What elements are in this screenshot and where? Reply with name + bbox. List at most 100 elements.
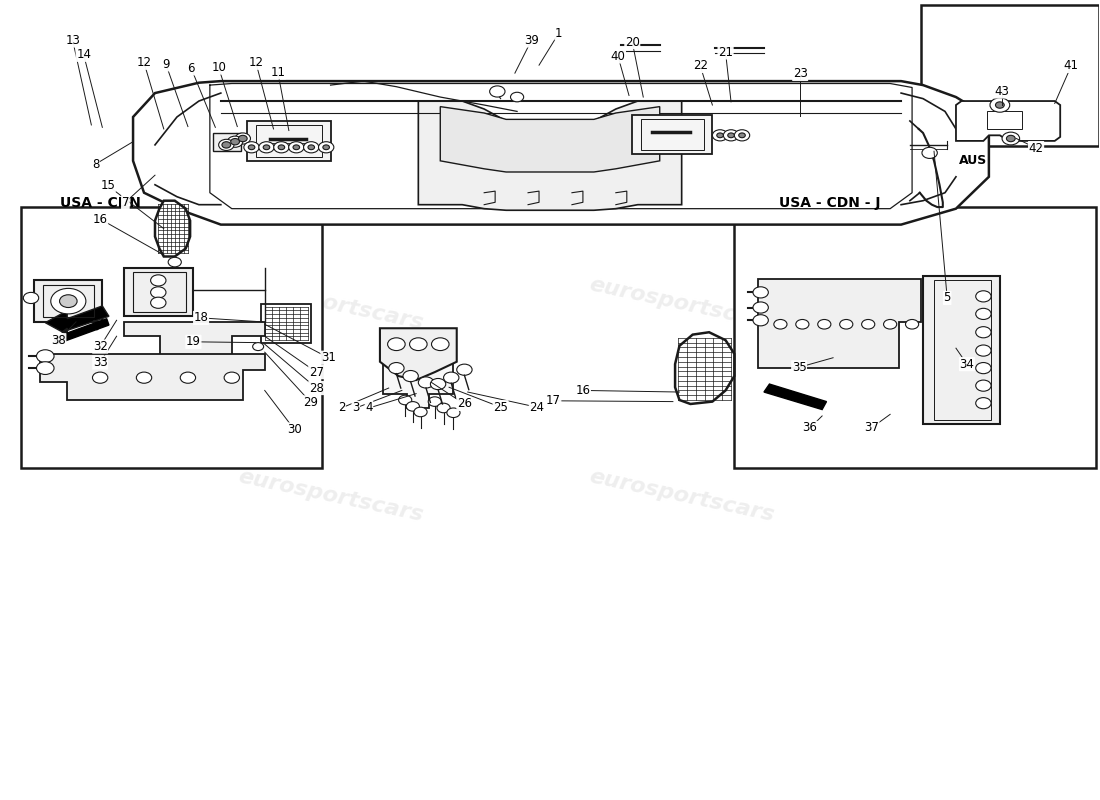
Circle shape <box>180 372 196 383</box>
Bar <box>921 6 1099 146</box>
Polygon shape <box>923 277 1000 424</box>
Circle shape <box>996 102 1004 108</box>
Text: USA - CDN - J: USA - CDN - J <box>779 196 880 210</box>
Text: 40: 40 <box>610 50 626 63</box>
Text: 27: 27 <box>309 366 323 378</box>
Circle shape <box>418 377 433 388</box>
Circle shape <box>278 145 285 150</box>
Text: 3: 3 <box>352 402 360 414</box>
Circle shape <box>724 130 739 141</box>
Circle shape <box>456 364 472 375</box>
Circle shape <box>976 362 991 374</box>
Circle shape <box>151 275 166 286</box>
Circle shape <box>258 142 274 153</box>
Text: 15: 15 <box>100 179 116 192</box>
Polygon shape <box>40 354 265 400</box>
Circle shape <box>253 342 264 350</box>
Polygon shape <box>759 279 921 368</box>
Circle shape <box>319 142 333 153</box>
Circle shape <box>403 370 418 382</box>
Circle shape <box>754 286 768 298</box>
Circle shape <box>735 130 750 141</box>
Circle shape <box>59 294 77 307</box>
Circle shape <box>713 130 728 141</box>
Text: 4: 4 <box>365 402 373 414</box>
Circle shape <box>976 380 991 391</box>
Text: 30: 30 <box>287 423 301 436</box>
Polygon shape <box>124 322 265 355</box>
Polygon shape <box>418 101 682 210</box>
Circle shape <box>795 319 808 329</box>
Circle shape <box>990 98 1010 112</box>
Circle shape <box>976 308 991 319</box>
Circle shape <box>136 372 152 383</box>
Text: 1: 1 <box>556 26 562 40</box>
Polygon shape <box>248 121 331 161</box>
Circle shape <box>728 133 735 138</box>
Circle shape <box>51 288 86 314</box>
Polygon shape <box>383 342 453 408</box>
Text: 42: 42 <box>1028 142 1044 154</box>
Circle shape <box>437 403 450 413</box>
Polygon shape <box>440 106 660 172</box>
Polygon shape <box>262 304 311 342</box>
Text: 32: 32 <box>92 340 108 353</box>
Text: 28: 28 <box>309 382 323 394</box>
Text: 8: 8 <box>92 158 99 170</box>
Circle shape <box>235 133 251 144</box>
Circle shape <box>431 338 449 350</box>
Circle shape <box>976 345 991 356</box>
Circle shape <box>839 319 853 329</box>
Text: USA - CDN: USA - CDN <box>59 196 141 210</box>
Circle shape <box>249 145 255 150</box>
Text: 22: 22 <box>693 59 707 73</box>
Text: 12: 12 <box>249 56 263 70</box>
Text: 5: 5 <box>944 291 950 305</box>
Circle shape <box>883 319 896 329</box>
Circle shape <box>219 139 234 150</box>
Text: 16: 16 <box>92 213 108 226</box>
Polygon shape <box>213 133 241 151</box>
Circle shape <box>739 133 746 138</box>
Polygon shape <box>54 318 109 344</box>
Text: 39: 39 <box>524 34 539 47</box>
Text: eurosportscars: eurosportscars <box>587 466 777 525</box>
Circle shape <box>1006 135 1015 142</box>
Circle shape <box>428 397 441 406</box>
Polygon shape <box>34 281 102 322</box>
Circle shape <box>288 142 304 153</box>
Circle shape <box>151 286 166 298</box>
Polygon shape <box>45 306 109 334</box>
Circle shape <box>861 319 875 329</box>
Circle shape <box>293 145 299 150</box>
Circle shape <box>323 145 330 150</box>
Circle shape <box>976 290 991 302</box>
Text: 43: 43 <box>994 85 1010 98</box>
Text: 2: 2 <box>338 402 345 414</box>
Circle shape <box>409 338 427 350</box>
Circle shape <box>263 145 270 150</box>
Text: 13: 13 <box>65 34 80 47</box>
Text: 34: 34 <box>959 358 975 370</box>
Circle shape <box>239 135 248 142</box>
Text: 41: 41 <box>1064 59 1079 73</box>
Text: 21: 21 <box>718 46 733 59</box>
Text: 14: 14 <box>76 48 91 62</box>
Circle shape <box>905 319 918 329</box>
Circle shape <box>447 408 460 418</box>
Circle shape <box>304 142 319 153</box>
Text: 36: 36 <box>803 422 817 434</box>
Polygon shape <box>956 101 1060 141</box>
Polygon shape <box>675 332 735 404</box>
Text: 31: 31 <box>321 351 336 364</box>
Circle shape <box>717 133 724 138</box>
Circle shape <box>443 372 459 383</box>
Text: 20: 20 <box>625 35 640 49</box>
Polygon shape <box>379 328 456 380</box>
Circle shape <box>224 372 240 383</box>
Text: 9: 9 <box>162 58 169 71</box>
Circle shape <box>231 138 240 145</box>
Text: 23: 23 <box>793 67 807 81</box>
Polygon shape <box>133 81 989 225</box>
Text: eurosportscars: eurosportscars <box>236 466 425 525</box>
